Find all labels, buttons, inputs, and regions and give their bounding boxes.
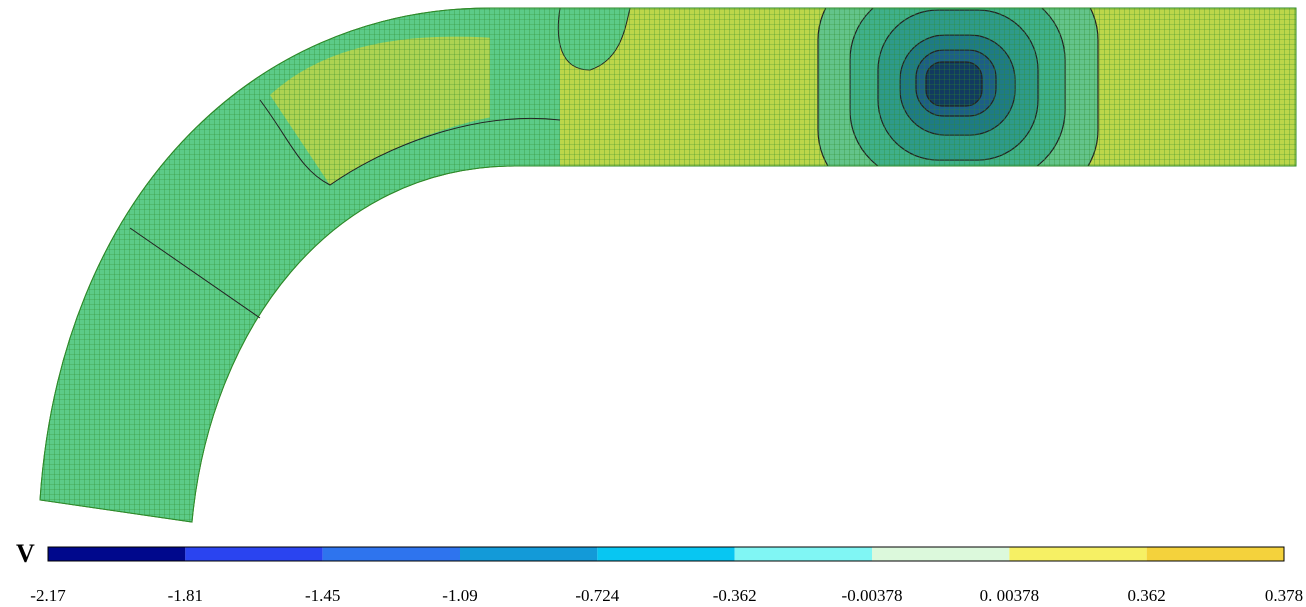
colorbar-tick-label: 0.378 bbox=[1265, 586, 1303, 605]
colorbar-tick-label: 0. 00378 bbox=[980, 586, 1040, 605]
colorbar-segment bbox=[597, 547, 735, 561]
colorbar-segment bbox=[185, 547, 323, 561]
mesh-plot bbox=[39, 7, 1297, 523]
colorbar-tick-label: 0.362 bbox=[1128, 586, 1166, 605]
colorbar-frame bbox=[47, 546, 1285, 562]
colorbar-segment bbox=[1009, 547, 1147, 561]
colorbar-segment bbox=[734, 547, 872, 561]
colorbar-segment bbox=[48, 547, 186, 561]
colorbar-tick-label: -1.09 bbox=[442, 586, 477, 605]
colorbar-tick-label: -0.362 bbox=[713, 586, 757, 605]
contour-line bbox=[129, 227, 261, 319]
colorbar-segment bbox=[460, 547, 598, 561]
colorbar-segment bbox=[872, 547, 1010, 561]
contour-line bbox=[259, 99, 561, 186]
colorbar-tick-label: -1.81 bbox=[168, 586, 203, 605]
colorbar-tick-label: -0.724 bbox=[575, 586, 619, 605]
mesh-grid bbox=[39, 7, 1297, 523]
colorbar-label: V bbox=[16, 539, 35, 568]
colorbar-segment bbox=[1146, 547, 1284, 561]
colorbar-tick-label: -0.00378 bbox=[842, 586, 903, 605]
colorbar-tick-label: -2.17 bbox=[30, 586, 66, 605]
colorbar-segment bbox=[322, 547, 460, 561]
colorbar-tick-label: -1.45 bbox=[305, 586, 340, 605]
